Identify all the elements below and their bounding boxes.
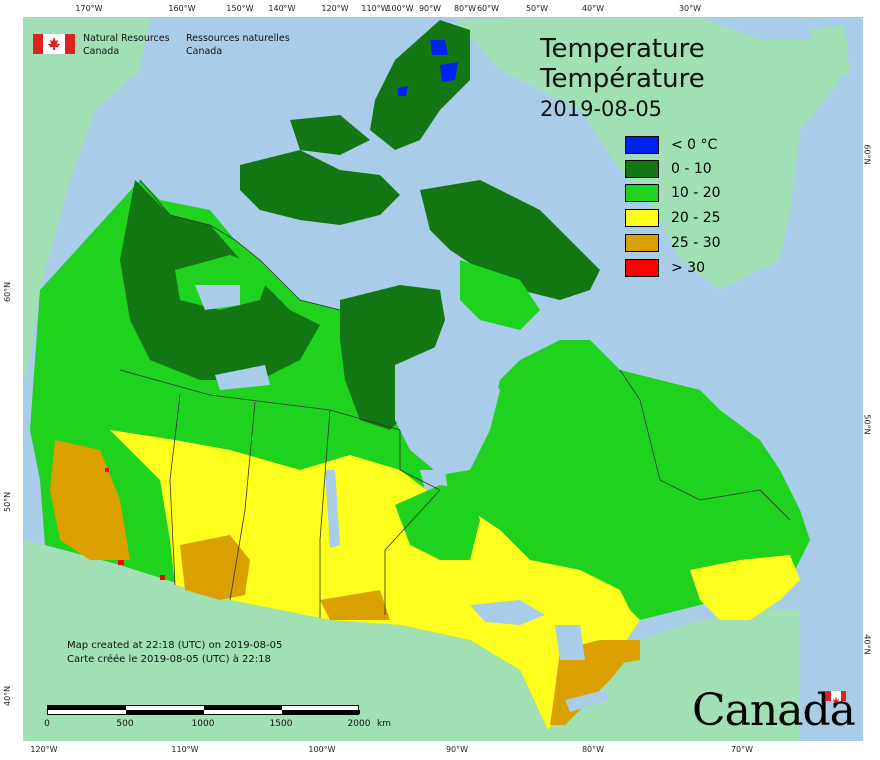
- arctic-islands: [290, 115, 370, 155]
- baffin-south: [460, 260, 540, 330]
- legend-item: 10 - 20: [625, 184, 721, 202]
- lat-tick-left: 40°N: [3, 685, 12, 706]
- agency-fr-line1: Ressources naturelles: [186, 33, 290, 44]
- shield-zone: [395, 485, 480, 560]
- created-note-en: Map created at 22:18 (UTC) on 2019-08-05: [67, 640, 283, 651]
- lake-huron: [555, 625, 585, 660]
- bc-hot-zone: [50, 440, 130, 560]
- legend-swatch: [625, 160, 659, 178]
- lon-tick-top: 40°W: [581, 4, 605, 13]
- scale-label: 500: [116, 719, 134, 729]
- legend-label: < 0 °C: [671, 137, 718, 153]
- lon-tick-bottom: 100°W: [308, 745, 336, 754]
- map-title-en: Temperature: [540, 34, 705, 64]
- created-note-fr: Carte créée le 2019-08-05 (UTC) à 22:18: [67, 654, 271, 665]
- map-title-fr: Température: [540, 64, 705, 94]
- great-slave-lake: [215, 365, 270, 390]
- scale-label: 0: [44, 719, 50, 729]
- lon-tick-top: 160°W: [168, 4, 196, 13]
- baffin-island: [420, 180, 600, 300]
- temperature-map[interactable]: [23, 17, 863, 741]
- lon-tick-top: 100°W: [386, 4, 414, 13]
- legend-item: 0 - 10: [625, 160, 712, 178]
- agency-en-line2: Canada: [83, 46, 120, 57]
- wordmark-flag-icon: [826, 691, 846, 703]
- agency-name-fr: Ressources naturelles Canada: [186, 32, 290, 58]
- scale-label: 2000: [347, 719, 371, 729]
- agency-fr-line2: Canada: [186, 46, 223, 57]
- legend-swatch: [625, 209, 659, 227]
- lat-tick-left: 60°N: [3, 281, 12, 302]
- great-bear-lake: [195, 285, 240, 310]
- legend-item: < 0 °C: [625, 136, 717, 154]
- lon-tick-bottom: 80°W: [581, 745, 605, 754]
- lon-tick-top: 170°W: [75, 4, 103, 13]
- legend-label: 10 - 20: [671, 185, 721, 201]
- ellesmere-island: [370, 20, 470, 150]
- legend-item: 25 - 30: [625, 234, 721, 252]
- ontario-hot-zone: [600, 640, 640, 665]
- scale-unit: km: [377, 719, 391, 729]
- legend-label: 25 - 30: [671, 235, 721, 251]
- legend-label: 0 - 10: [671, 161, 712, 177]
- legend-swatch: [625, 184, 659, 202]
- lon-tick-bottom: 70°W: [730, 745, 754, 754]
- lat-tick-right: 40°N: [862, 634, 872, 655]
- lon-tick-top: 60°W: [476, 4, 500, 13]
- lake-superior: [470, 600, 545, 625]
- lat-tick-left: 50°N: [3, 491, 12, 512]
- lon-tick-top: 120°W: [321, 4, 349, 13]
- scale-label: 1000: [191, 719, 215, 729]
- ice-cap: [398, 86, 408, 96]
- iceland-land: [810, 25, 850, 80]
- legend-item: > 30: [625, 259, 705, 277]
- canada-flag-icon: [33, 34, 75, 54]
- alaska-land: [23, 17, 150, 380]
- agency-name-en: Natural Resources Canada: [83, 32, 170, 58]
- prairies-warm-zone: [110, 430, 640, 730]
- lon-tick-top: 80°W: [453, 4, 477, 13]
- lon-tick-top: 90°W: [418, 4, 442, 13]
- lon-tick-bottom: 110°W: [171, 745, 199, 754]
- victoria-island: [175, 255, 270, 310]
- legend-swatch: [625, 259, 659, 277]
- legend-label: > 30: [671, 260, 705, 276]
- hot-spot: [118, 560, 124, 565]
- lat-tick-right: 60°N: [862, 144, 872, 165]
- map-date: 2019-08-05: [540, 97, 663, 121]
- scale-label: 1500: [269, 719, 293, 729]
- legend-label: 20 - 25: [671, 210, 721, 226]
- ice-cap: [430, 40, 448, 55]
- hot-spot: [160, 575, 165, 580]
- legend-swatch: [625, 234, 659, 252]
- lon-tick-top: 30°W: [678, 4, 702, 13]
- legend-item: 20 - 25: [625, 209, 721, 227]
- lon-tick-top: 50°W: [525, 4, 549, 13]
- scale-bar: [47, 705, 360, 715]
- lon-tick-top: 110°W: [361, 4, 389, 13]
- lon-tick-bottom: 120°W: [30, 745, 58, 754]
- usa-land: [23, 540, 800, 741]
- lake-winnipeg: [325, 470, 340, 548]
- manitoba-hot-zone: [320, 590, 390, 620]
- lon-tick-bottom: 90°W: [445, 745, 469, 754]
- legend-swatch: [625, 136, 659, 154]
- map-canvas: [23, 17, 850, 741]
- lake-erie: [565, 690, 610, 712]
- hudson-bay: [395, 345, 500, 475]
- arctic-islands: [240, 150, 400, 225]
- hot-spot: [105, 468, 109, 472]
- provincial-borders: [119, 179, 791, 618]
- lon-tick-top: 140°W: [268, 4, 296, 13]
- lat-tick-right: 50°N: [862, 414, 872, 435]
- lon-tick-top: 150°W: [226, 4, 254, 13]
- maritimes-warm-zone: [690, 555, 800, 620]
- agency-en-line1: Natural Resources: [83, 33, 170, 44]
- ice-cap: [440, 62, 458, 82]
